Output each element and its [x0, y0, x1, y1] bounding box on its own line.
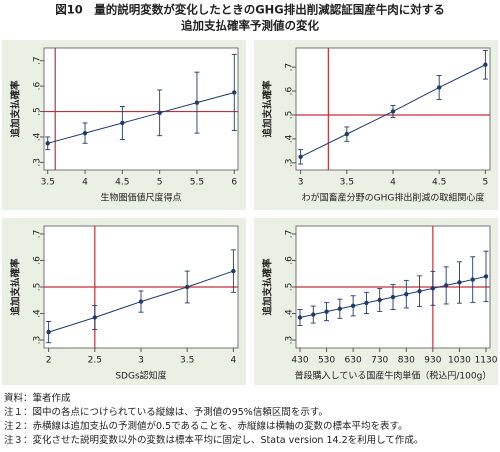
y-axis-label: 追加支払確率 [10, 80, 22, 138]
point [231, 268, 236, 274]
x-tick-label: 6 [231, 178, 237, 188]
x-tick-label: 2.5 [88, 356, 102, 366]
title-line: 図10 量的説明変数が変化したときのGHG排出削減認証国産牛肉に対する [55, 3, 445, 17]
y-tick-label: .5 [33, 107, 43, 116]
x-tick-label: 730 [371, 356, 388, 366]
y-tick-label: .3 [285, 159, 295, 168]
x-tick-label: 1130 [475, 356, 498, 366]
point [483, 274, 489, 279]
plot-area [43, 47, 239, 171]
y-axis-label: 追加支払確率 [262, 258, 274, 316]
point [436, 85, 442, 90]
point [344, 131, 350, 137]
x-tick-label: 3.5 [340, 178, 354, 188]
point [430, 286, 436, 291]
point [364, 300, 369, 306]
point [377, 297, 382, 303]
point [404, 291, 409, 297]
note: 注２：赤横線は追加支払の予測値が0.5であることを、赤縦線は横軸の変数の標本平均… [4, 421, 408, 432]
point [483, 62, 488, 67]
line [47, 91, 235, 144]
x-tick-label: 3 [298, 178, 304, 188]
y-axis-label: 追加支払確率 [10, 258, 22, 316]
point [417, 289, 422, 294]
x-tick-label: 5.5 [190, 178, 204, 188]
y-tick-label: .6 [285, 86, 295, 95]
y-tick-label: .6 [285, 256, 295, 265]
point [232, 90, 237, 95]
y-tick-label: .3 [33, 158, 43, 167]
point [184, 284, 190, 290]
x-tick-label: 1030 [448, 356, 471, 366]
point [350, 303, 356, 309]
x-tick-label: 4 [390, 178, 396, 188]
x-tick-label: 4.5 [115, 178, 129, 188]
y-tick-label: .4 [285, 134, 295, 143]
x-tick-label: 830 [398, 356, 415, 366]
point [157, 110, 162, 116]
x-axis-label: わが国畜産分野のGHG排出削減の取組関心度 [302, 192, 485, 204]
note: 資料：筆者作成 [4, 393, 71, 404]
y-tick-label: .7 [33, 230, 43, 239]
point [443, 283, 449, 288]
note: 注３：変化させた説明変数以外の変数は標本平均に固定し、Stata version… [4, 435, 424, 446]
y-tick-label: .3 [33, 336, 43, 345]
x-tick-label: 530 [318, 356, 335, 366]
x-tick-label: 930 [424, 356, 441, 366]
x-tick-label: 5 [157, 178, 163, 188]
point [390, 294, 396, 300]
point [92, 315, 98, 320]
x-tick-label: 5 [483, 178, 489, 188]
point [45, 141, 50, 146]
y-tick-label: .4 [33, 132, 43, 141]
x-axis-label: 生物圏価値尺度得点 [100, 192, 181, 204]
point [298, 154, 303, 160]
x-tick-label: 3 [138, 356, 144, 366]
x-tick-label: 430 [291, 356, 308, 366]
point [297, 315, 303, 320]
x-tick-label: 630 [345, 356, 362, 366]
point [390, 109, 396, 114]
y-tick-label: .4 [33, 309, 43, 318]
x-tick-label: 3.5 [41, 178, 55, 188]
point [324, 309, 329, 314]
y-tick-label: .5 [33, 283, 43, 292]
point [120, 120, 125, 126]
x-tick-label: 4 [231, 356, 237, 366]
y-tick-label: .4 [285, 309, 295, 318]
point [194, 100, 200, 105]
y-tick-label: .7 [285, 230, 295, 239]
y-tick-label: .7 [285, 63, 295, 72]
notes: 資料：筆者作成 注１：図中の各点につけられている縦線は、予測値の95%信頼区間を… [4, 392, 423, 448]
y-tick-label: .3 [285, 336, 295, 345]
x-tick-label: 4 [82, 178, 88, 188]
x-tick-label: 4.5 [432, 178, 446, 188]
point [470, 277, 475, 282]
point [457, 280, 462, 285]
y-tick-label: .5 [285, 283, 295, 292]
y-tick-label: .5 [285, 111, 295, 120]
point [46, 329, 51, 335]
x-tick-label: 3.5 [180, 356, 194, 366]
point [138, 299, 144, 304]
point [337, 306, 343, 311]
title-line: 追加支払確率予測値の変化 [181, 19, 319, 33]
y-tick-label: .7 [33, 56, 43, 65]
y-tick-label: .6 [33, 256, 43, 265]
chart: 図10 量的説明変数が変化したときのGHG排出削減認証国産牛肉に対する 追加支払… [2, 3, 498, 385]
x-axis-label: SDGs認知度 [115, 370, 166, 382]
point [82, 130, 88, 136]
note: 注１：図中の各点につけられている縦線は、予測値の95%信頼区間を示す。 [4, 407, 328, 418]
y-axis-label: 追加支払確率 [262, 80, 274, 138]
y-tick-label: .6 [33, 82, 43, 91]
x-axis-label: 普段購入している国産牛肉単価（税込円/100g） [295, 370, 492, 382]
point [311, 312, 316, 317]
x-tick-label: 2 [46, 356, 52, 366]
